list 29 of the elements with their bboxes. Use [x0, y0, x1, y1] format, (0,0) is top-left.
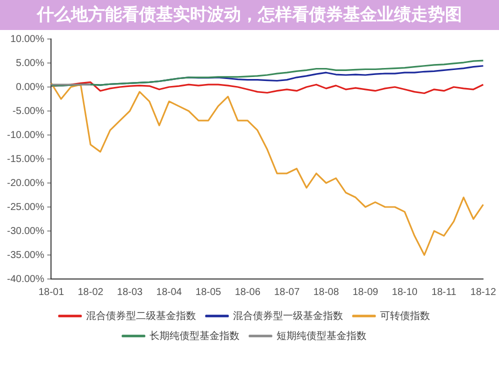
x-tick-label: 18-02: [78, 286, 104, 298]
x-tick-label: 18-05: [196, 286, 222, 298]
y-tick-label: -40.00%: [6, 274, 44, 285]
x-tick-label: 18-11: [432, 286, 457, 298]
y-tick-label: 5.00%: [16, 58, 44, 69]
legend-label: 短期纯债型基金指数: [276, 330, 366, 342]
y-tick-label: -5.00%: [12, 106, 44, 117]
x-tick-label: 18-01: [38, 286, 64, 298]
x-tick-label: 18-07: [274, 286, 300, 298]
legend-label: 长期纯债型基金指数: [150, 330, 240, 342]
y-tick-label: -15.00%: [6, 154, 44, 165]
legend-label: 混合债券型二级基金指数: [86, 310, 196, 322]
x-tick-label: 18-09: [352, 286, 379, 298]
x-tick-label: 18-10: [392, 286, 418, 298]
y-tick-label: -30.00%: [6, 226, 44, 237]
x-tick-label: 18-03: [116, 286, 144, 298]
y-tick-label: -20.00%: [6, 178, 44, 189]
x-tick-label: 18-12: [470, 286, 496, 298]
chart-title: 什么地方能看债基实时波动，怎样看债券基金业绩走势图: [0, 0, 499, 30]
y-tick-label: -25.00%: [6, 202, 44, 213]
x-tick-label: 18-06: [234, 286, 261, 298]
y-tick-label: 0.00%: [16, 82, 44, 93]
x-tick-label: 18-08: [313, 286, 340, 298]
legend-label: 可转债指数: [380, 310, 430, 322]
legend-label: 混合债券型一级基金指数: [233, 310, 343, 322]
x-tick-label: 18-04: [156, 286, 182, 298]
y-tick-label: -35.00%: [6, 250, 44, 261]
y-tick-label: 10.00%: [10, 34, 44, 45]
y-tick-label: -10.00%: [6, 130, 44, 141]
